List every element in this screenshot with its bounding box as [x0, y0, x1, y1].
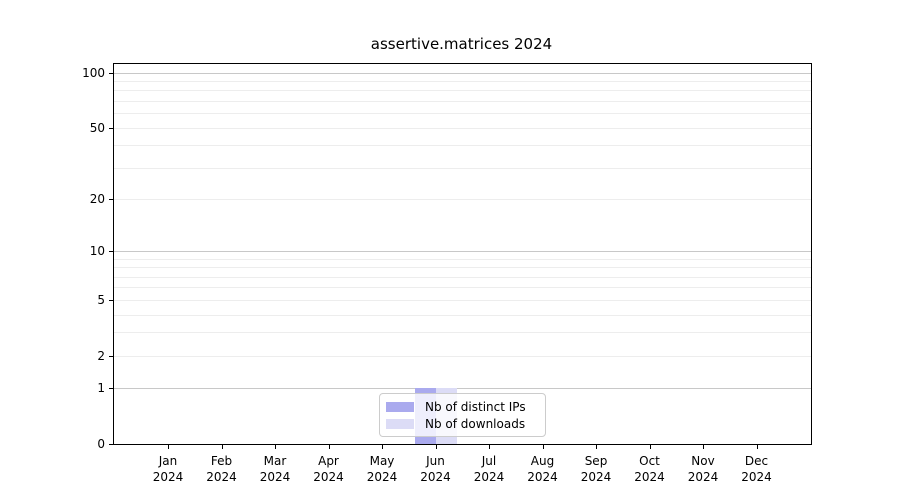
x-tick-month: Apr: [318, 454, 339, 468]
x-tick-label: Feb 2024: [190, 453, 254, 485]
gridline-minor: [114, 81, 811, 82]
x-tick-year: 2024: [580, 470, 612, 484]
x-tick-mark: [382, 445, 383, 449]
x-tick-label: Aug 2024: [511, 453, 575, 485]
x-tick-month: May: [369, 454, 395, 468]
x-tick-label: Nov 2024: [671, 453, 735, 485]
x-tick-month: Jun: [426, 454, 445, 468]
y-tick-label: 100: [82, 65, 105, 80]
gridline-minor: [114, 355, 811, 357]
x-tick-mark: [168, 445, 169, 449]
x-tick-month: Sep: [584, 454, 608, 468]
y-tick-mark: [109, 72, 113, 74]
x-tick-year: 2024: [527, 470, 558, 484]
gridline-major: [114, 388, 811, 390]
x-tick-mark: [275, 445, 276, 449]
gridline-minor: [114, 127, 811, 129]
gridline-minor: [114, 299, 811, 301]
x-tick-year: 2024: [741, 470, 772, 484]
x-tick-label: Jan 2024: [136, 453, 200, 485]
x-tick-year: 2024: [366, 470, 398, 484]
legend-swatch-distinct-ips: [386, 401, 414, 412]
x-tick-label: Jul 2024: [457, 453, 521, 485]
y-tick-mark: [109, 299, 113, 301]
legend-item-downloads: Nb of downloads: [386, 416, 537, 431]
legend-label-distinct-ips: Nb of distinct IPs: [425, 399, 526, 414]
x-tick-mark: [596, 445, 597, 449]
y-tick-mark: [109, 355, 113, 357]
x-tick-month: Oct: [639, 454, 660, 468]
x-tick-month: Jan: [158, 454, 178, 468]
y-tick-mark: [109, 388, 113, 390]
y-tick-label: 2: [97, 348, 105, 363]
x-tick-month: Aug: [530, 454, 555, 468]
x-tick-year: 2024: [634, 470, 665, 484]
x-tick-label: Dec 2024: [725, 453, 789, 485]
x-tick-month: Mar: [263, 454, 287, 468]
x-tick-label: Jun 2024: [404, 453, 468, 485]
y-tick-mark: [109, 199, 113, 200]
x-tick-mark: [703, 445, 704, 449]
y-tick-mark: [109, 251, 113, 252]
legend-item-distinct-ips: Nb of distinct IPs: [386, 399, 537, 414]
gridline-minor: [114, 199, 811, 200]
gridline-major: [114, 251, 811, 252]
x-tick-label: Oct 2024: [618, 453, 682, 485]
legend: Nb of distinct IPs Nb of downloads: [379, 393, 546, 437]
chart-title: assertive.matrices 2024: [370, 35, 553, 53]
x-tick-year: 2024: [313, 470, 344, 484]
x-tick-year: 2024: [473, 470, 505, 484]
x-tick-label: Mar 2024: [243, 453, 307, 485]
gridline-minor: [114, 332, 811, 334]
gridline-minor: [114, 314, 811, 316]
gridline-minor: [114, 167, 811, 169]
legend-label-downloads: Nb of downloads: [425, 416, 526, 431]
gridline-minor: [114, 267, 811, 269]
y-tick-mark: [109, 127, 113, 129]
y-tick-label: 5: [97, 292, 105, 307]
plot-area: Nb of distinct IPs Nb of downloads 0 1 2 5 1…: [82, 63, 812, 484]
x-tick-mark: [756, 445, 758, 449]
y-tick-label: 10: [89, 244, 105, 258]
legend-swatch-downloads: [386, 418, 414, 429]
x-tick-label: May 2024: [350, 453, 414, 485]
x-tick-mark: [649, 445, 651, 449]
y-tick-mark: [109, 444, 113, 445]
x-tick-label: Apr 2024: [297, 453, 361, 485]
x-tick-mark: [221, 445, 223, 449]
gridline-minor: [114, 101, 811, 102]
gridline-minor: [114, 145, 811, 147]
gridline-minor: [114, 287, 811, 289]
x-tick-month: Dec: [744, 454, 769, 468]
y-tick-label: 50: [89, 120, 105, 135]
gridline-minor: [114, 113, 811, 115]
x-tick-year: 2024: [152, 470, 184, 484]
y-tick-label: 20: [89, 192, 105, 206]
x-tick-label: Sep 2024: [564, 453, 628, 485]
x-tick-mark: [542, 445, 544, 449]
gridline-major: [114, 72, 811, 74]
x-tick-month: Jul: [481, 454, 497, 468]
x-tick-year: 2024: [420, 470, 451, 484]
gridline-minor: [114, 258, 811, 260]
gridline-minor: [114, 276, 811, 278]
y-tick-label: 1: [97, 381, 105, 396]
x-tick-mark: [489, 445, 490, 449]
gridline-minor: [114, 90, 811, 92]
x-tick-year: 2024: [206, 470, 237, 484]
x-tick-mark: [328, 445, 330, 449]
x-tick-month: Nov: [691, 454, 715, 468]
x-tick-month: Feb: [210, 454, 233, 468]
x-tick-mark: [435, 445, 437, 449]
x-tick-year: 2024: [687, 470, 719, 484]
y-tick-label: 0: [97, 437, 105, 451]
x-tick-year: 2024: [259, 470, 291, 484]
